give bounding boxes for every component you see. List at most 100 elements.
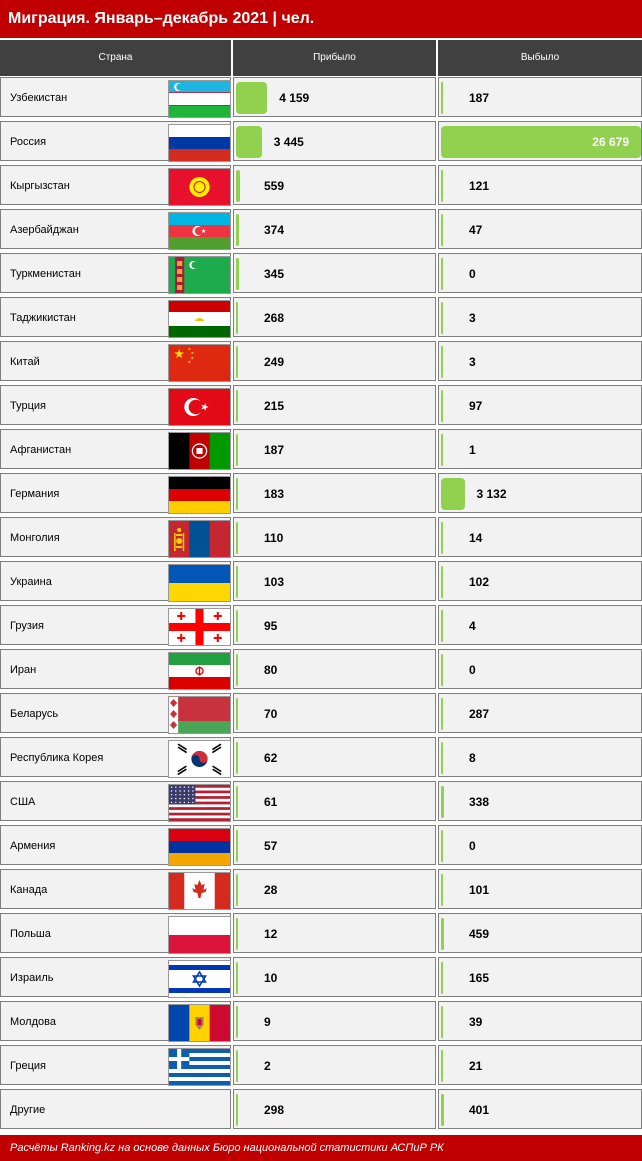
country-label: Республика Корея	[10, 752, 104, 764]
departed-value: 39	[469, 1015, 483, 1029]
country-label: Молдова	[10, 1016, 56, 1028]
arrived-value: 80	[264, 663, 278, 677]
table-row: Таджикистан 268 3	[0, 297, 642, 338]
country-cell: Израиль	[0, 957, 231, 998]
departed-cell: 21	[438, 1045, 642, 1085]
departed-bar	[441, 170, 443, 202]
departed-bar	[441, 962, 443, 994]
departed-value: 0	[469, 839, 476, 853]
departed-bar	[441, 478, 465, 510]
table-row: Туркменистан 345 0	[0, 253, 642, 294]
departed-value: 101	[469, 883, 490, 897]
country-cell: Польша	[0, 913, 231, 954]
belarus-flag-icon	[168, 696, 231, 734]
arrived-bar	[236, 390, 238, 422]
country-label: Армения	[10, 840, 56, 852]
arrived-cell: 103	[233, 561, 436, 601]
arrived-cell: 95	[233, 605, 436, 645]
departed-bar	[441, 390, 443, 422]
arrived-value: 61	[264, 795, 278, 809]
table-row: Иран 80 0	[0, 649, 642, 690]
arrived-bar	[236, 830, 238, 862]
country-cell: Монголия	[0, 517, 231, 558]
country-label: Афганистан	[10, 444, 72, 456]
departed-cell: 3 132	[438, 473, 642, 513]
table-row: Другие 298 401	[0, 1089, 642, 1129]
table-row: Израиль 10 165	[0, 957, 642, 998]
country-cell: Туркменистан	[0, 253, 231, 294]
arrived-value: 103	[264, 575, 285, 589]
arrived-value: 249	[264, 355, 285, 369]
table-row: Азербайджан 374 47	[0, 209, 642, 250]
departed-bar	[441, 1050, 443, 1082]
country-label: Таджикистан	[10, 312, 76, 324]
table-row: Канада 28 101	[0, 869, 642, 910]
arrived-bar	[236, 962, 238, 994]
arrived-value: 95	[264, 619, 278, 633]
arrived-bar	[236, 786, 238, 818]
arrived-bar	[236, 698, 238, 730]
germany-flag-icon	[168, 476, 231, 514]
country-cell: Греция	[0, 1045, 231, 1086]
departed-cell: 4	[438, 605, 642, 645]
departed-value: 287	[469, 707, 490, 721]
country-label: Узбекистан	[10, 92, 68, 104]
moldova-flag-icon	[168, 1004, 231, 1042]
iran-flag-icon	[168, 652, 231, 690]
table-row: Китай 249 3	[0, 341, 642, 382]
departed-value: 338	[469, 795, 490, 809]
departed-bar	[441, 82, 443, 114]
departed-cell: 459	[438, 913, 642, 953]
georgia-flag-icon	[168, 608, 231, 646]
departed-bar	[441, 830, 443, 862]
country-cell: Азербайджан	[0, 209, 231, 250]
arrived-cell: 28	[233, 869, 436, 909]
arrived-cell: 80	[233, 649, 436, 689]
country-cell: Турция	[0, 385, 231, 426]
departed-bar	[441, 434, 443, 466]
arrived-bar	[236, 302, 238, 334]
arrived-bar	[236, 654, 238, 686]
country-label: Кыргызстан	[10, 180, 70, 192]
departed-bar	[441, 610, 443, 642]
country-label: Польша	[10, 928, 51, 940]
country-label: Германия	[10, 488, 60, 500]
country-label: США	[10, 796, 36, 808]
departed-cell: 0	[438, 825, 642, 865]
arrived-cell: 215	[233, 385, 436, 425]
departed-bar	[441, 258, 443, 290]
arrived-value: 374	[264, 223, 285, 237]
armenia-flag-icon	[168, 828, 231, 866]
arrived-bar	[236, 1094, 239, 1126]
departed-cell: 47	[438, 209, 642, 249]
country-label: Канада	[10, 884, 48, 896]
country-label: Россия	[10, 136, 47, 148]
departed-bar	[441, 566, 443, 598]
table-row: Турция 215 97	[0, 385, 642, 426]
arrived-cell: 12	[233, 913, 436, 953]
arrived-bar	[236, 522, 238, 554]
arrived-cell: 62	[233, 737, 436, 777]
table-row: Молдова 9 39	[0, 1001, 642, 1042]
arrived-cell: 374	[233, 209, 436, 249]
country-label: Китай	[10, 356, 40, 368]
arrived-bar	[236, 1006, 238, 1038]
arrived-value: 70	[264, 707, 278, 721]
arrived-value: 4 159	[279, 91, 310, 105]
departed-cell: 101	[438, 869, 642, 909]
azerbaijan-flag-icon	[168, 212, 231, 250]
uzbekistan-flag-icon	[168, 80, 231, 118]
country-label: Украина	[10, 576, 52, 588]
departed-value: 401	[469, 1103, 490, 1117]
country-cell: Таджикистан	[0, 297, 231, 338]
country-cell: Республика Корея	[0, 737, 231, 778]
departed-value: 1	[469, 443, 476, 457]
arrived-cell: 559	[233, 165, 436, 205]
south-korea-flag-icon	[168, 740, 231, 778]
arrived-cell: 298	[233, 1089, 436, 1129]
column-header-arrived: Прибыло	[233, 40, 436, 76]
country-cell: Афганистан	[0, 429, 231, 470]
departed-cell: 338	[438, 781, 642, 821]
arrived-value: 12	[264, 927, 278, 941]
arrived-value: 3 445	[273, 135, 304, 149]
